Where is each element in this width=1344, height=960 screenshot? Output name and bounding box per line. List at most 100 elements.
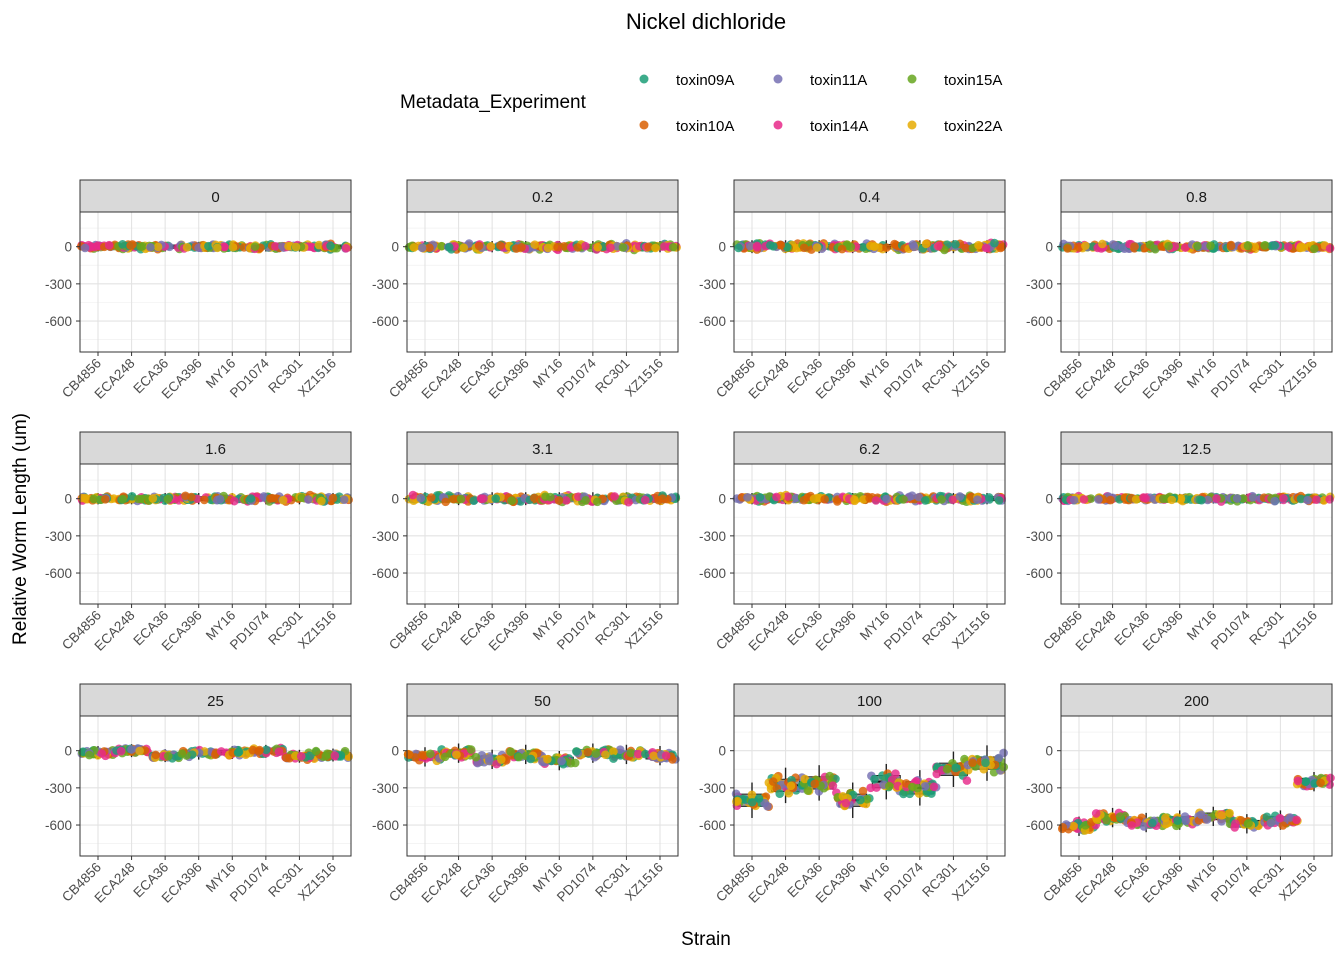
data-point xyxy=(1079,495,1089,504)
data-point xyxy=(825,771,835,781)
panel-border xyxy=(79,463,352,605)
data-point xyxy=(1260,241,1269,250)
data-point xyxy=(882,494,891,504)
facet-strip-label: 0.4 xyxy=(859,189,880,206)
facet-strip-label: 0.2 xyxy=(532,189,553,206)
data-point xyxy=(1180,243,1190,252)
data-point xyxy=(408,490,418,500)
data-point xyxy=(962,776,972,785)
data-point xyxy=(800,774,810,784)
data-point xyxy=(899,495,908,504)
data-point xyxy=(486,241,496,251)
facet-panel: 6.20-300-600CB4856ECA248ECA36ECA396MY16P… xyxy=(699,431,1006,654)
data-point xyxy=(1266,818,1276,828)
data-point xyxy=(583,747,593,757)
legend-label: toxin09A xyxy=(676,72,734,89)
data-point xyxy=(932,769,942,779)
data-point xyxy=(862,794,872,804)
data-point xyxy=(812,243,822,252)
data-point xyxy=(1086,494,1096,503)
data-point xyxy=(163,494,173,504)
data-point xyxy=(1206,241,1215,251)
data-point xyxy=(763,801,772,811)
data-point xyxy=(97,749,106,758)
facet-panels: 00-300-600CB4856ECA248ECA36ECA396MY16PD1… xyxy=(45,179,1335,906)
data-point xyxy=(1303,495,1313,505)
data-point xyxy=(799,495,809,505)
data-point xyxy=(1248,493,1258,502)
data-point xyxy=(456,494,466,504)
data-point xyxy=(341,244,351,253)
legend-key xyxy=(773,74,783,84)
panel-background xyxy=(1061,716,1332,856)
x-tick-label: XZ1516 xyxy=(1276,356,1320,400)
data-point xyxy=(1326,773,1335,783)
data-point xyxy=(937,495,946,504)
data-point xyxy=(1203,495,1212,505)
legend-key xyxy=(907,120,917,130)
panel-border xyxy=(1060,211,1333,353)
data-point xyxy=(856,795,865,805)
data-point xyxy=(118,494,128,504)
data-point xyxy=(644,242,653,252)
chart-title: Nickel dichloride xyxy=(626,9,786,34)
data-point xyxy=(649,751,658,761)
data-point xyxy=(459,243,469,252)
panel-background xyxy=(734,464,1005,604)
y-tick-label: -600 xyxy=(1026,314,1053,329)
data-point xyxy=(570,758,580,768)
panel-border xyxy=(1060,715,1333,857)
data-point xyxy=(1069,821,1078,831)
data-point xyxy=(1130,242,1139,251)
y-tick-label: -600 xyxy=(1026,566,1053,581)
data-point xyxy=(618,243,628,252)
data-point xyxy=(871,496,881,505)
data-point xyxy=(799,243,809,253)
data-point xyxy=(601,750,610,759)
data-point xyxy=(291,242,301,252)
facet-strip-label: 50 xyxy=(534,693,551,710)
facet-strip-label: 0.8 xyxy=(1186,189,1207,206)
facet-panel: 00-300-600CB4856ECA248ECA36ECA396MY16PD1… xyxy=(45,179,353,402)
y-tick-label: 0 xyxy=(1045,744,1053,759)
facet-panel: 0.40-300-600CB4856ECA248ECA36ECA396MY16P… xyxy=(699,179,1008,402)
y-tick-label: 0 xyxy=(718,240,726,255)
data-point xyxy=(1193,241,1202,251)
data-point xyxy=(574,492,583,501)
data-point xyxy=(769,241,778,251)
panel-background xyxy=(80,212,351,352)
data-point xyxy=(661,751,671,760)
legend-key xyxy=(639,74,649,84)
data-point xyxy=(1325,244,1335,253)
data-point xyxy=(1091,809,1101,818)
data-point xyxy=(668,242,678,252)
data-point xyxy=(974,240,983,250)
data-point xyxy=(1296,494,1306,504)
facet-panel: 3.10-300-600CB4856ECA248ECA36ECA396MY16P… xyxy=(372,431,681,654)
data-point xyxy=(869,242,879,251)
data-point xyxy=(920,782,930,791)
x-axis-title: Strain xyxy=(681,929,731,950)
data-point xyxy=(526,754,536,764)
panel-background xyxy=(407,212,678,352)
y-tick-label: 0 xyxy=(391,240,399,255)
facet-strip-label: 12.5 xyxy=(1182,441,1211,458)
legend-entry: toxin10A xyxy=(639,118,734,135)
legend-label: toxin10A xyxy=(676,118,734,135)
data-point xyxy=(417,750,427,760)
data-point xyxy=(444,242,454,252)
data-point xyxy=(339,495,349,504)
data-point xyxy=(215,494,225,504)
data-point xyxy=(641,749,650,759)
facet-strip-label: 6.2 xyxy=(859,441,880,458)
y-tick-label: -300 xyxy=(372,781,399,796)
data-point xyxy=(437,241,446,251)
y-tick-label: -300 xyxy=(45,781,72,796)
data-point xyxy=(1180,812,1190,821)
data-point xyxy=(146,242,155,252)
data-point xyxy=(1063,244,1072,253)
facet-panel: 250-300-600CB4856ECA248ECA36ECA396MY16PD… xyxy=(45,683,353,906)
legend-entry: toxin09A xyxy=(639,72,734,89)
data-point xyxy=(230,496,239,506)
